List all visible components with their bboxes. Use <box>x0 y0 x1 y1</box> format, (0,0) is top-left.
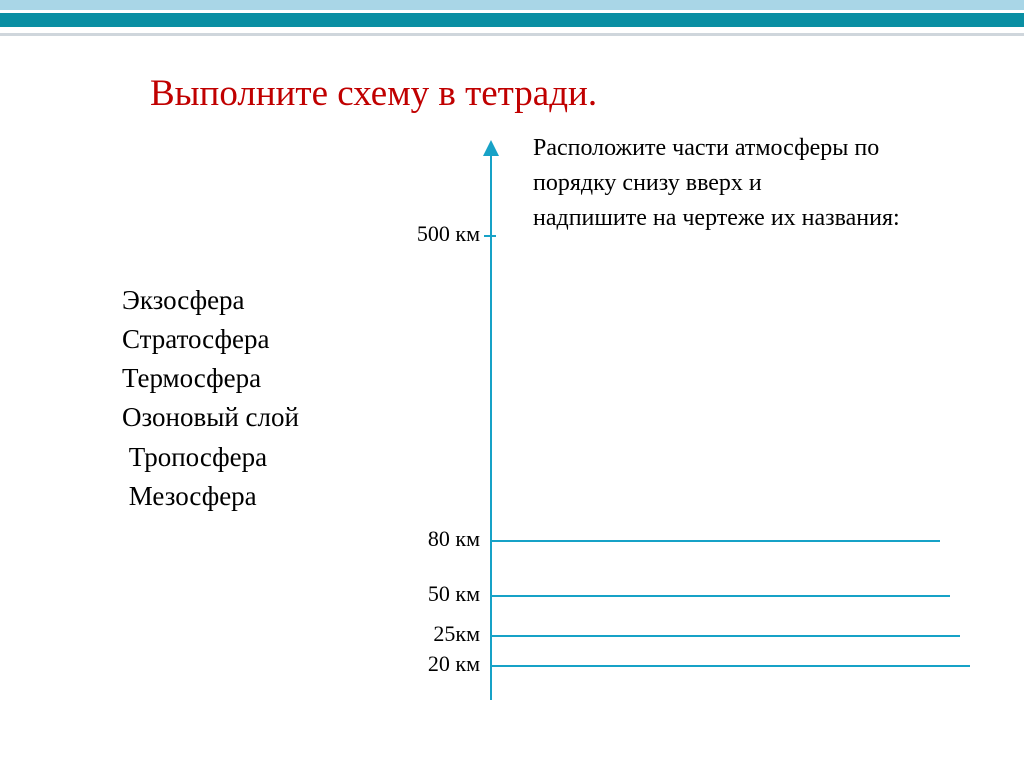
atmosphere-layer-list: Экзосфера Стратосфера Термосфера Озоновы… <box>122 281 299 516</box>
tick-label: 500 км <box>390 221 480 247</box>
header-bar-light <box>0 0 1024 10</box>
list-item: Термосфера <box>122 359 299 398</box>
header-bars <box>0 0 1024 36</box>
altitude-diagram: 500 км 80 км 50 км 25км 20 км <box>390 140 980 700</box>
altitude-line <box>490 595 950 597</box>
header-shadow <box>0 33 1024 36</box>
tick-label: 50 км <box>390 581 480 607</box>
tick-mark <box>484 235 496 237</box>
list-item: Стратосфера <box>122 320 299 359</box>
tick-label: 20 км <box>390 651 480 677</box>
altitude-line <box>490 635 960 637</box>
altitude-line <box>490 665 970 667</box>
vertical-axis <box>490 150 492 700</box>
list-item: Тропосфера <box>122 438 299 477</box>
list-item: Мезосфера <box>122 477 299 516</box>
page-title: Выполните схему в тетради. <box>150 72 597 115</box>
tick-label: 80 км <box>390 526 480 552</box>
altitude-line <box>490 540 940 542</box>
header-bar-dark <box>0 13 1024 27</box>
tick-label: 25км <box>390 621 480 647</box>
axis-arrow-icon <box>483 140 499 156</box>
list-item: Озоновый слой <box>122 398 299 437</box>
list-item: Экзосфера <box>122 281 299 320</box>
